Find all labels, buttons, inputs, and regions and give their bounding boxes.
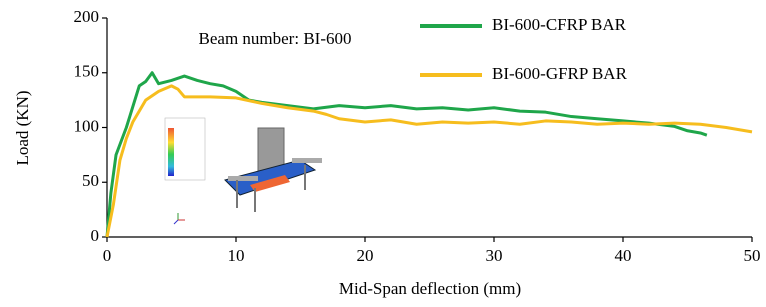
x-tick-label: 40	[615, 246, 632, 265]
y-axis-label: Load (KN)	[13, 90, 32, 165]
x-tick-label: 30	[486, 246, 503, 265]
y-tick-label: 0	[91, 226, 100, 245]
annotation: Beam number: BI-600	[199, 29, 352, 48]
legend-label: BI-600-CFRP BAR	[492, 15, 627, 34]
x-tick-label: 50	[744, 246, 761, 265]
y-tick-label: 200	[74, 7, 100, 26]
y-tick-label: 100	[74, 116, 100, 135]
x-axis-label: Mid-Span deflection (mm)	[339, 279, 521, 298]
x-tick-label: 10	[228, 246, 245, 265]
x-tick-label: 20	[357, 246, 374, 265]
y-tick-label: 50	[82, 171, 99, 190]
x-tick-label: 0	[103, 246, 112, 265]
y-tick-label: 150	[74, 62, 100, 81]
legend-label: BI-600-GFRP BAR	[492, 64, 628, 83]
chart: Beam number: BI-600 Mid-Span deflection …	[0, 0, 766, 307]
fe-model-inset	[165, 118, 322, 224]
